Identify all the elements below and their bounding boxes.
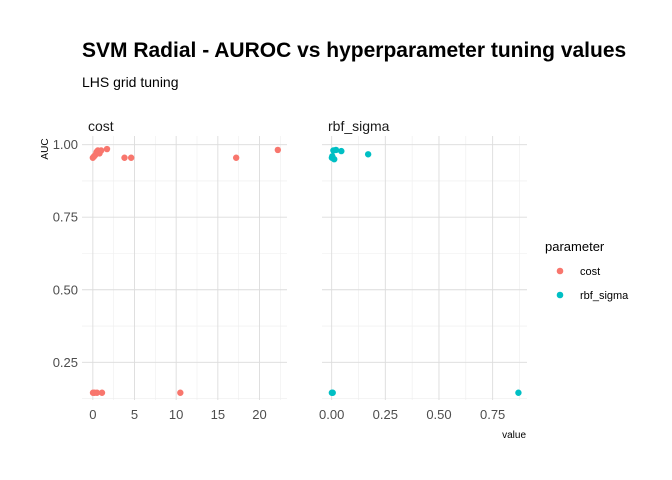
legend-item-cost: cost: [556, 266, 600, 278]
data-point-cost: [98, 389, 106, 396]
data-point-rbf-sigma: [515, 389, 522, 396]
legend-items: cost rbf_sigma: [556, 266, 629, 302]
facet-strip-label: cost: [88, 118, 114, 134]
data-point-rbf-sigma: [331, 156, 338, 163]
panels: cost 0 5 10 15 20 0.25 0.50 0.75 1.00 rbf_sigma 0.0…: [53, 118, 527, 422]
chart-title: SVM Radial - AUROC vs hyperparameter tun…: [82, 39, 626, 62]
x-tick-label: 0.75: [480, 407, 505, 422]
panel-rbf-sigma: rbf_sigma 0.00 0.25 0.50 0.75: [319, 118, 527, 422]
panel-cost: cost 0 5 10 15 20 0.25 0.50 0.75 1.00: [53, 118, 287, 422]
x-tick-label: 0.00: [319, 407, 344, 422]
data-point-cost: [177, 389, 184, 396]
data-point-rbf-sigma: [332, 146, 340, 154]
data-point-cost: [232, 154, 240, 161]
legend-label: cost: [580, 266, 600, 278]
legend-key: [556, 291, 564, 299]
x-tick-label: 5: [131, 407, 138, 422]
data-point-rbf-sigma: [338, 147, 345, 155]
data-point-cost: [93, 389, 101, 396]
data-point-cost: [127, 154, 135, 161]
y-tick-label: 0.50: [53, 282, 78, 297]
data-point-cost: [121, 154, 128, 161]
data-point-rbf-sigma: [329, 389, 336, 396]
y-tick-label: 1.00: [53, 137, 78, 152]
data-point-cost: [97, 147, 105, 154]
legend-key: [556, 267, 564, 275]
facet-strip-label: rbf_sigma: [328, 118, 390, 134]
y-tick-label: 0.25: [53, 355, 78, 370]
legend: parameter cost rbf_sigma: [545, 239, 629, 302]
data-point-cost: [274, 146, 282, 154]
y-axis-title: AUC: [40, 138, 51, 159]
data-point-rbf-sigma: [364, 151, 372, 158]
x-tick-label: 15: [211, 407, 225, 422]
chart-subtitle: LHS grid tuning: [82, 74, 179, 90]
x-tick-label: 20: [252, 407, 266, 422]
data-point-cost: [103, 145, 111, 153]
y-tick-label: 0.75: [53, 210, 78, 225]
x-axis-title: value: [502, 430, 526, 441]
x-tick-label: 0.25: [373, 407, 398, 422]
x-tick-label: 0: [89, 407, 96, 422]
legend-item-rbf-sigma: rbf_sigma: [556, 290, 629, 302]
legend-label: rbf_sigma: [580, 290, 629, 302]
x-tick-label: 0.50: [426, 407, 451, 422]
legend-title: parameter: [545, 239, 605, 254]
x-tick-label: 10: [169, 407, 183, 422]
